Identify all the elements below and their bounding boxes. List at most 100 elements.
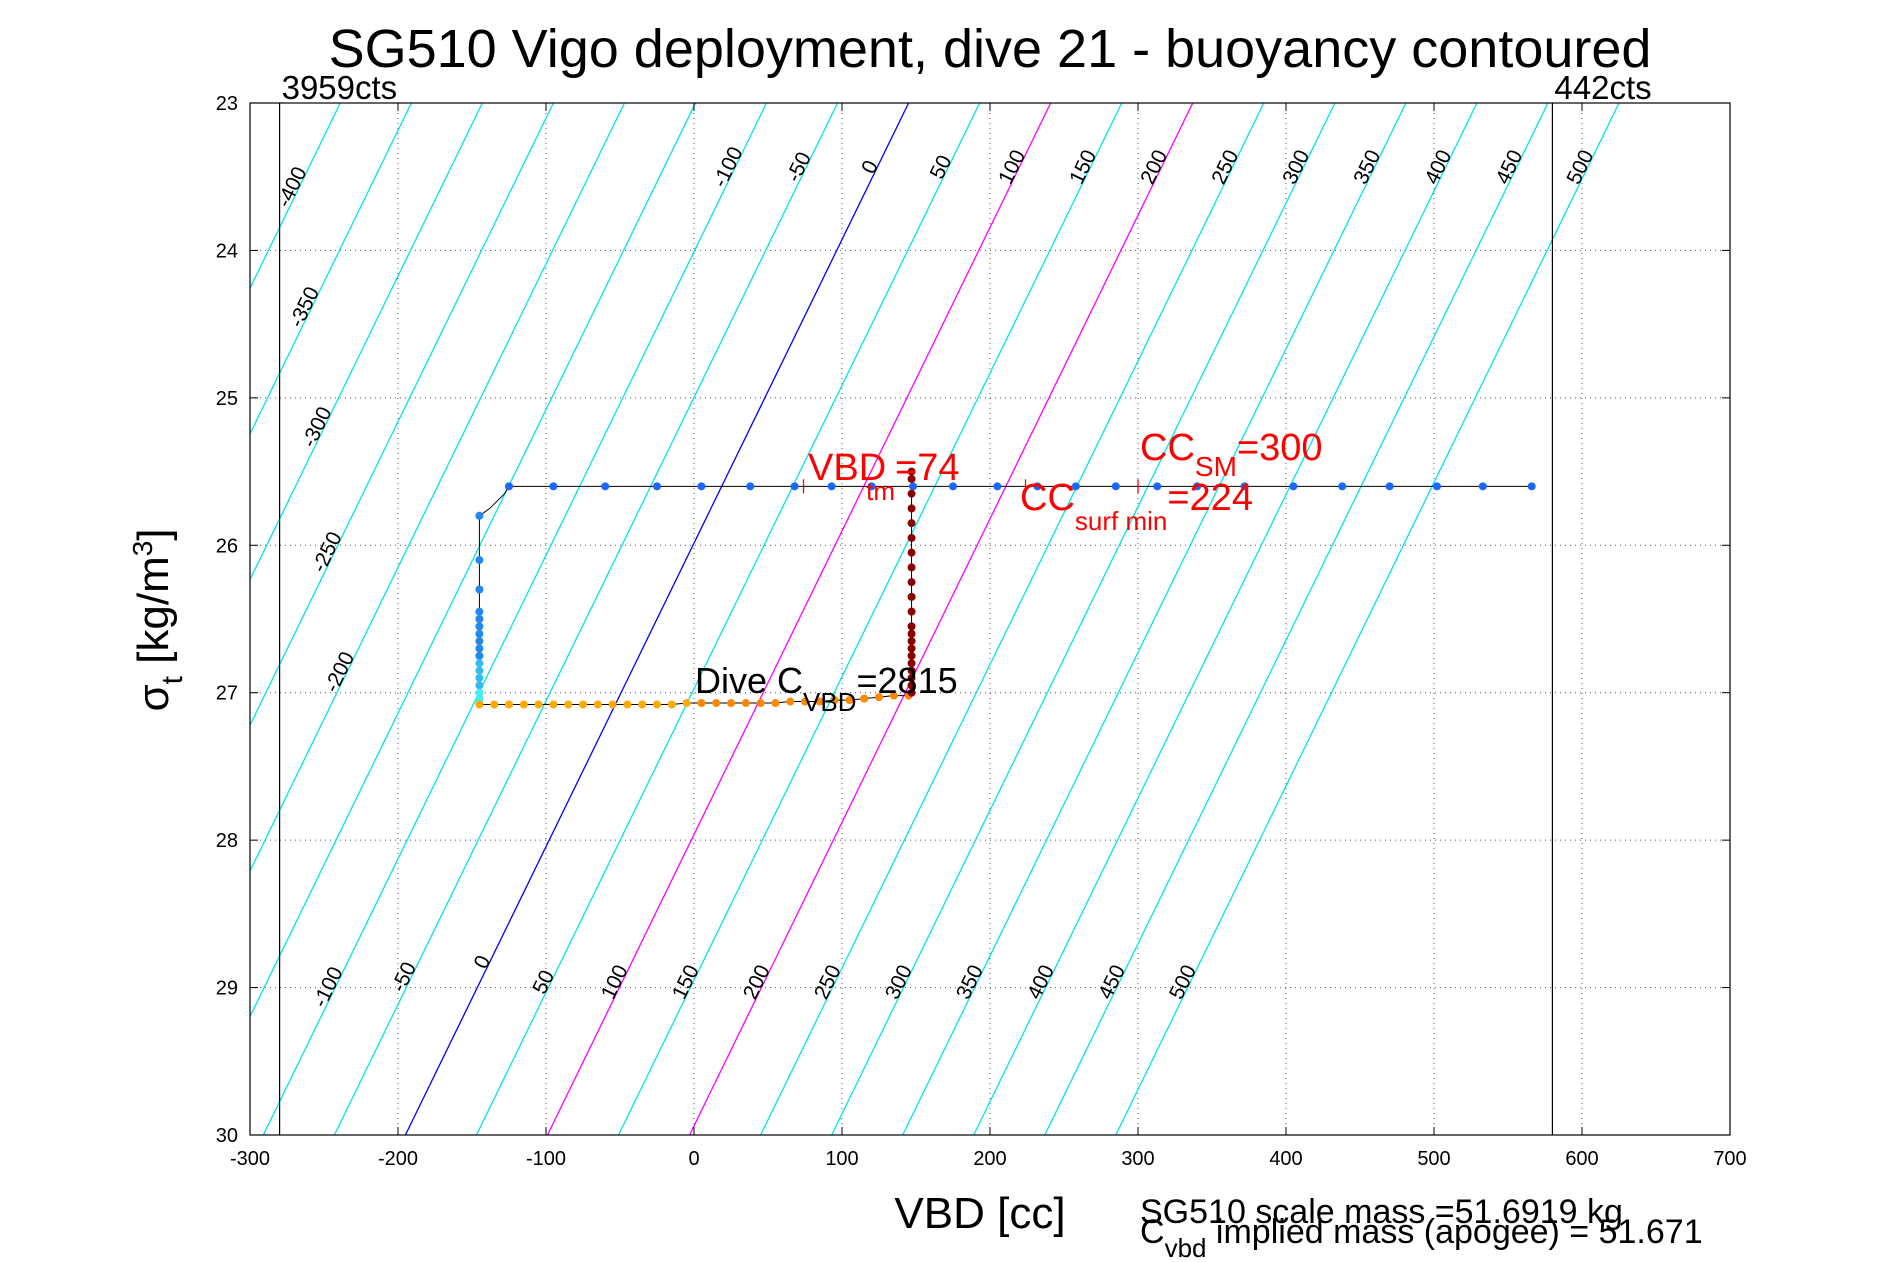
data-point: [889, 691, 898, 700]
contour-line: [250, 103, 341, 290]
data-point: [490, 700, 499, 709]
contour-label: 200: [739, 961, 775, 1003]
x-tick-label: 200: [973, 1148, 1006, 1170]
contour-label: -350: [285, 283, 324, 331]
data-point: [907, 637, 916, 646]
data-point: [505, 482, 513, 491]
contour-label: 300: [1278, 146, 1314, 188]
contour-label: -100: [309, 963, 348, 1011]
track-connector: [479, 486, 510, 517]
data-point: [727, 699, 735, 708]
y-tick-label: 29: [216, 978, 238, 1000]
contour-line: [760, 103, 1265, 1135]
x-tick-label: 400: [1269, 1148, 1302, 1170]
contour-line: [688, 103, 1194, 1135]
data-point: [475, 666, 484, 675]
data-point: [593, 700, 602, 709]
contour-label: 450: [1491, 146, 1527, 188]
x-tick-label: 0: [688, 1148, 699, 1170]
data-point: [519, 700, 528, 709]
y-tick-label: 30: [216, 1125, 238, 1147]
data-point: [860, 694, 869, 703]
contour-label: 0: [857, 157, 883, 178]
contour-label: -100: [708, 143, 747, 191]
count-lines: 3959cts 442cts: [279, 69, 1652, 1135]
data-point: [475, 511, 484, 520]
data-point: [907, 651, 916, 660]
data-point: [786, 697, 795, 706]
contour-line: [1115, 103, 1620, 1135]
svg-text:Dive CVBD=2815: Dive CVBD=2815: [695, 660, 958, 717]
data-point: [907, 504, 916, 513]
contour-line: [973, 103, 1478, 1135]
data-point: [475, 622, 484, 631]
axis-ticks: -300 -200 -100 0 100 200 300 400 500 600 700232425…: [216, 93, 1747, 1170]
data-point: [907, 578, 916, 587]
data-point: [549, 482, 558, 491]
data-point: [1478, 482, 1487, 491]
data-point: [875, 693, 883, 702]
data-point: [741, 699, 750, 708]
count-label: 442cts: [1554, 69, 1651, 106]
buoyancy-contours: [250, 103, 1620, 1135]
x-tick-label: 300: [1121, 1148, 1154, 1170]
y-tick-label: 25: [216, 388, 238, 410]
y-tick-label: 24: [216, 240, 238, 262]
data-point: [475, 644, 484, 653]
data-point: [1111, 482, 1120, 491]
data-point: [549, 700, 558, 709]
contour-label: -300: [298, 403, 337, 451]
vbd-tm-annotation: VBD tm=74: [808, 447, 960, 506]
x-tick-label: 500: [1417, 1148, 1450, 1170]
data-point: [475, 673, 484, 682]
contour-line: [250, 103, 483, 582]
contour-label: 500: [1562, 146, 1598, 188]
grid: [250, 103, 1730, 1135]
data-point: [1338, 482, 1347, 491]
data-point: [756, 699, 765, 708]
contour-label: -400: [272, 163, 311, 211]
data-point: [475, 659, 484, 668]
contour-label: 50: [926, 152, 957, 183]
data-point: [907, 533, 916, 542]
data-point: [638, 700, 647, 709]
data-point: [827, 482, 836, 491]
implied-mass-text: Cvbd implied mass (apogee) = 51.671: [1140, 1213, 1703, 1262]
contour-line: [250, 103, 697, 1019]
data-point: [653, 482, 661, 491]
data-point: [949, 482, 957, 491]
data-point: [907, 607, 916, 616]
cc-surf-annotation: CCsurf min=224: [1020, 477, 1253, 536]
x-tick-label: -100: [526, 1148, 566, 1170]
data-point: [907, 519, 916, 528]
data-point: [907, 467, 916, 476]
data-point: [475, 629, 484, 638]
contour-line: [404, 103, 910, 1135]
contour-line: [902, 103, 1407, 1135]
contour-line: [475, 103, 981, 1135]
x-tick-label: -300: [230, 1148, 270, 1170]
data-point: [801, 697, 809, 706]
data-point: [475, 700, 484, 709]
contour-label: 500: [1165, 961, 1201, 1003]
data-point: [907, 629, 916, 638]
contour-line: [250, 103, 412, 436]
data-point: [682, 699, 691, 708]
contour-label: 400: [1420, 146, 1456, 188]
data-point: [667, 700, 676, 709]
data-point: [907, 592, 916, 601]
scale-mass-text: SG510 scale mass =51.6919 kg: [1140, 1193, 1623, 1231]
contour-label: 100: [994, 146, 1030, 188]
contour-label: 0: [470, 952, 496, 973]
contour-label: 450: [1094, 961, 1130, 1003]
data-point: [907, 673, 916, 682]
contour-label: 350: [1349, 146, 1385, 188]
svg-text:CCsurf min=224: CCsurf min=224: [1020, 477, 1253, 536]
data-point: [815, 697, 824, 706]
data-point: [475, 615, 484, 623]
contour-label: -50: [782, 148, 816, 185]
contour-label: 150: [668, 961, 704, 1003]
contour-line: [250, 103, 626, 873]
contour-label: 100: [597, 961, 633, 1003]
